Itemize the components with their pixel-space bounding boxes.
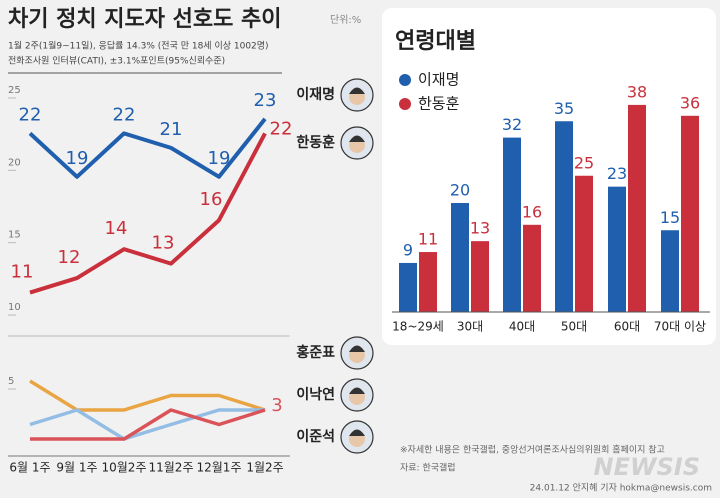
portrait-hair <box>349 429 365 436</box>
data-label: 23 <box>254 90 277 111</box>
title: 차기 정치 지도자 선호도 추이 <box>8 7 282 32</box>
x-tick-label: 18~29세 <box>392 320 444 334</box>
x-tick-label: 30대 <box>457 320 483 334</box>
bar <box>523 224 541 312</box>
watermark: NEWSIS <box>594 453 700 481</box>
legend-label: 이재명 <box>296 86 335 103</box>
portrait-hair <box>349 135 365 142</box>
y-tick-label: 25 <box>8 85 21 96</box>
bar <box>419 252 437 312</box>
bar <box>555 121 573 312</box>
data-label: 22 <box>113 104 136 125</box>
bar <box>451 203 469 312</box>
data-label: 16 <box>522 202 542 221</box>
data-label: 36 <box>680 93 700 112</box>
series-line <box>28 117 267 179</box>
data-label: 22 <box>19 104 42 125</box>
bar-title: 연령대별 <box>395 29 476 54</box>
x-tick-label: 12월1주 <box>197 461 242 475</box>
data-label: 20 <box>450 181 470 200</box>
portrait-hair <box>349 387 365 394</box>
data-label: 15 <box>660 208 680 227</box>
legend-label: 한동훈 <box>418 95 459 113</box>
bar <box>681 115 699 312</box>
series-line <box>29 379 266 412</box>
legend-label: 이낙연 <box>296 386 335 403</box>
data-label: 21 <box>160 119 183 140</box>
x-tick-label: 10월2주 <box>102 461 147 475</box>
data-label: 11 <box>11 262 34 283</box>
data-label: 38 <box>627 82 647 101</box>
data-label: 11 <box>418 230 438 249</box>
data-label: 32 <box>502 115 522 134</box>
data-label: 13 <box>470 219 490 238</box>
data-label: 19 <box>66 148 89 169</box>
legend-label: 홍준표 <box>296 344 335 361</box>
bar <box>661 230 679 312</box>
portrait-hair <box>349 87 365 94</box>
y-tick-label: 20 <box>8 157 21 168</box>
data-label: 22 <box>270 118 293 139</box>
x-tick-label: 1월2주 <box>246 461 283 475</box>
x-tick-label: 11월2주 <box>149 461 194 475</box>
y-tick-label: 5 <box>8 376 14 387</box>
data-label: 9 <box>403 240 413 259</box>
credit: 24.01.12 안지혜 기자 hokma@newsis.com <box>530 482 712 494</box>
bar <box>575 175 593 312</box>
legend-label: 한동훈 <box>296 134 335 151</box>
subtitle: 1월 2주(1월9~11일), 응답률 14.3% (전국 만 18세 이상 1… <box>8 40 269 52</box>
footnote: ※자세한 내용은 한국갤럽, 중앙선거여론조사심의위원회 홈페이지 참고 <box>400 444 665 456</box>
data-label: 35 <box>554 99 574 118</box>
bar <box>399 262 417 312</box>
legend-label: 이준석 <box>296 428 335 445</box>
data-label: 12 <box>58 247 81 268</box>
y-tick-label: 10 <box>8 302 21 313</box>
legend-marker <box>399 98 411 110</box>
x-tick-label: 70대 이상 <box>654 320 706 334</box>
data-label: 23 <box>607 164 627 183</box>
subtitle: 전화조사원 인터뷰(CATI), ±3.1%포인트(95%신뢰수준) <box>8 56 225 67</box>
data-label: 16 <box>200 189 223 210</box>
bar <box>471 241 489 312</box>
legend-marker <box>399 74 411 86</box>
data-label: 3 <box>271 395 282 416</box>
data-label: 13 <box>152 233 175 254</box>
series-line <box>29 408 265 441</box>
x-tick-label: 9월 1주 <box>56 461 97 475</box>
bar <box>628 104 646 313</box>
x-tick-label: 40대 <box>509 320 535 334</box>
bar <box>503 137 521 312</box>
portrait-hair <box>349 345 365 352</box>
source: 자료: 한국갤럽 <box>400 462 456 474</box>
x-tick-label: 50대 <box>561 320 587 334</box>
bar <box>608 186 626 312</box>
unit: 단위:% <box>330 13 361 26</box>
x-tick-label: 6월 1주 <box>9 461 50 475</box>
data-label: 25 <box>574 153 594 172</box>
series-line <box>29 132 267 295</box>
y-tick-label: 15 <box>8 230 21 241</box>
data-label: 19 <box>208 148 231 169</box>
x-tick-label: 60대 <box>614 320 640 334</box>
legend-label: 이재명 <box>418 71 459 89</box>
data-label: 14 <box>105 218 128 239</box>
series-line <box>30 408 266 441</box>
